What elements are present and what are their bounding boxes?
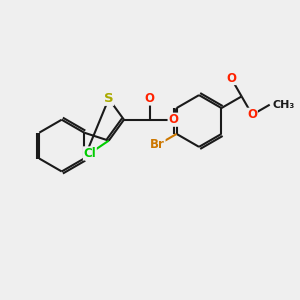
Text: O: O [145, 92, 155, 105]
Text: S: S [104, 92, 113, 105]
Text: Br: Br [150, 138, 165, 152]
Text: O: O [226, 71, 236, 85]
Text: CH₃: CH₃ [272, 100, 294, 110]
Text: O: O [247, 108, 257, 121]
Text: Cl: Cl [83, 147, 96, 160]
Text: O: O [168, 113, 178, 126]
